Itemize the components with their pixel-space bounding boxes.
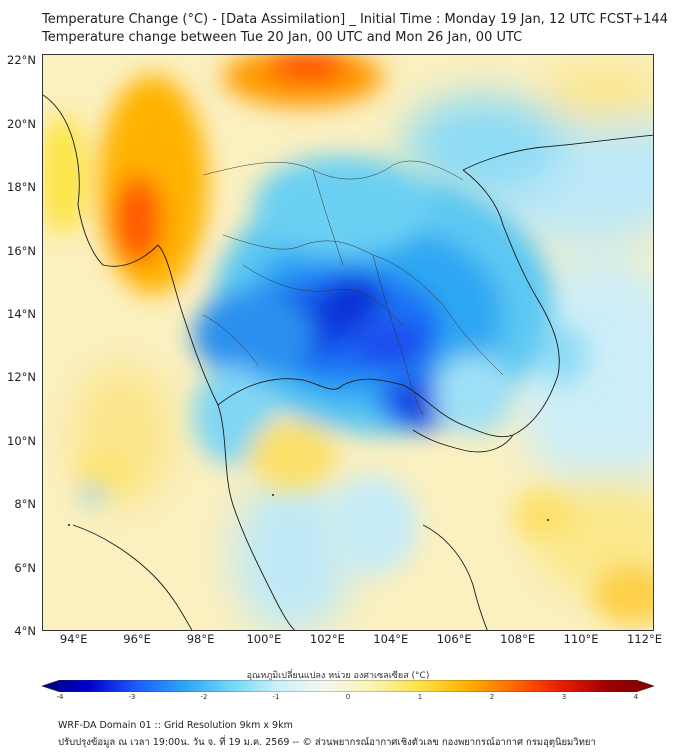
lon-tick-label: 108°E bbox=[500, 632, 536, 646]
map-subtitle: Temperature change between Tue 20 Jan, 0… bbox=[42, 30, 523, 45]
lon-tick-label: 100°E bbox=[246, 632, 282, 646]
coastline-gulf bbox=[217, 169, 560, 438]
colorbar-title: อุณหภูมิเปลี่ยนแปลง หน่วย องศาเซลเซียส (… bbox=[246, 671, 430, 681]
colorbar-tick-label: -1 bbox=[272, 693, 280, 701]
colorbar-tick-label: 2 bbox=[489, 693, 495, 701]
map-title: Temperature Change (°C) - [Data Assimila… bbox=[42, 12, 668, 27]
colorbar-tick-label: 1 bbox=[417, 693, 423, 701]
lon-tick-label: 112°E bbox=[627, 632, 662, 646]
lat-tick-label: 22°N bbox=[7, 53, 36, 68]
colorbar-tick-label: 3 bbox=[561, 693, 567, 701]
lat-tick-label: 14°N bbox=[7, 306, 36, 321]
lat-tick-label: 8°N bbox=[14, 497, 36, 512]
temperature-change-map[interactable] bbox=[42, 54, 654, 631]
lat-tick-label: 16°N bbox=[7, 243, 36, 258]
lon-tick-label: 110°E bbox=[563, 632, 599, 646]
colorbar bbox=[42, 680, 654, 692]
lon-tick-label: 106°E bbox=[436, 632, 472, 646]
lat-tick-label: 6°N bbox=[14, 560, 36, 575]
coastline-cape bbox=[412, 429, 514, 453]
field-detail bbox=[43, 55, 653, 625]
lat-tick-label: 4°N bbox=[14, 624, 36, 638]
model-info: WRF-DA Domain 01 :: Grid Resolution 9km … bbox=[58, 720, 293, 731]
lat-tick-label: 12°N bbox=[7, 370, 36, 385]
coastlines bbox=[43, 94, 653, 630]
colorbar-tick-label: -3 bbox=[128, 693, 136, 701]
colorbar-tick-label: 0 bbox=[345, 693, 351, 701]
islands bbox=[68, 494, 549, 526]
coastline-borneo bbox=[422, 524, 488, 630]
lat-tick-label: 18°N bbox=[7, 180, 36, 195]
colorbar-tick-label: -2 bbox=[200, 693, 208, 701]
lat-tick-label: 10°N bbox=[7, 433, 36, 448]
map-canvas bbox=[43, 55, 653, 630]
colorbar-tick-label: 4 bbox=[633, 693, 639, 701]
lon-tick-label: 96°E bbox=[123, 632, 151, 646]
lon-tick-label: 104°E bbox=[373, 632, 409, 646]
coastline-sumatra bbox=[72, 524, 193, 630]
update-info: ปรับปรุงข้อมูล ณ เวลา 19:00น. วัน จ. ที่… bbox=[58, 737, 596, 748]
coastline-west bbox=[43, 94, 296, 630]
lon-tick-label: 102°E bbox=[309, 632, 345, 646]
lat-tick-label: 20°N bbox=[7, 116, 36, 131]
colorbar-gradient bbox=[42, 680, 654, 692]
lon-tick-label: 98°E bbox=[186, 632, 215, 646]
colorbar-tick-label: -4 bbox=[56, 693, 64, 701]
lon-tick-label: 94°E bbox=[59, 632, 88, 646]
borders bbox=[202, 160, 504, 416]
coastline-north bbox=[462, 134, 653, 171]
